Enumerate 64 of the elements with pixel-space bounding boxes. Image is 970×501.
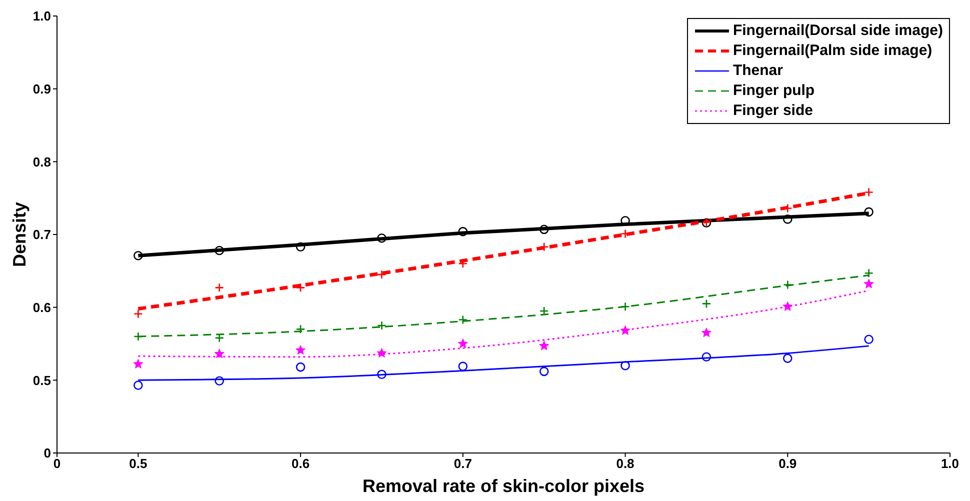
point bbox=[864, 278, 874, 288]
point bbox=[376, 348, 387, 358]
x-tick-label: 1.0 bbox=[940, 456, 960, 472]
point bbox=[620, 302, 630, 312]
point bbox=[134, 309, 143, 319]
point bbox=[296, 242, 306, 252]
y-tick-label: 0.6 bbox=[32, 300, 51, 315]
x-tick-label: 0.7 bbox=[454, 456, 472, 472]
point bbox=[864, 188, 874, 197]
point bbox=[539, 366, 549, 376]
legend-label: Finger pulp bbox=[732, 81, 815, 101]
x-tick-label: 0.6 bbox=[292, 456, 310, 472]
legend-label: Thenar bbox=[732, 61, 783, 81]
point bbox=[864, 268, 874, 278]
point bbox=[377, 270, 386, 280]
legend-label: Finger side bbox=[732, 101, 813, 121]
point bbox=[702, 352, 712, 362]
y-tick-label: 0.5 bbox=[32, 372, 51, 388]
point bbox=[214, 376, 224, 386]
point bbox=[214, 246, 224, 256]
point bbox=[864, 334, 874, 344]
x-tick-label: 0.5 bbox=[129, 456, 148, 472]
y-axis-title: Density bbox=[9, 202, 30, 268]
point bbox=[782, 214, 792, 224]
point bbox=[296, 362, 306, 372]
x-axis-title: Removal rate of skin-color pixels bbox=[362, 476, 645, 496]
x-tick-label: 0.8 bbox=[616, 456, 634, 472]
point bbox=[296, 345, 306, 355]
point bbox=[377, 233, 386, 243]
point bbox=[296, 283, 306, 292]
point bbox=[458, 315, 468, 324]
y-tick-label: 0.7 bbox=[32, 227, 51, 242]
legend-label: Fingernail(Palm side image) bbox=[732, 41, 932, 61]
point bbox=[539, 340, 550, 350]
point bbox=[539, 242, 549, 252]
point bbox=[620, 325, 630, 335]
x-tick-label: 0.9 bbox=[778, 456, 797, 472]
point bbox=[620, 360, 630, 370]
point bbox=[214, 348, 224, 358]
point bbox=[458, 338, 468, 348]
point bbox=[214, 283, 224, 292]
point bbox=[864, 207, 874, 217]
y-tick-label: 1.0 bbox=[32, 8, 51, 24]
point bbox=[134, 332, 143, 342]
y-tick-label: 0.9 bbox=[32, 81, 51, 96]
point bbox=[458, 226, 468, 236]
point bbox=[458, 362, 468, 371]
point bbox=[296, 324, 306, 334]
point bbox=[782, 280, 792, 290]
point bbox=[134, 250, 143, 260]
legend-label: Fingernail(Dorsal side image) bbox=[732, 21, 943, 41]
point bbox=[702, 299, 712, 308]
y-tick-label: 0.8 bbox=[32, 154, 51, 170]
x-tick-label: 0 bbox=[53, 456, 61, 472]
point bbox=[539, 224, 549, 234]
point bbox=[214, 333, 224, 343]
point bbox=[133, 358, 144, 368]
y-tick-label: 0 bbox=[44, 446, 51, 461]
point bbox=[701, 328, 712, 338]
point bbox=[782, 354, 792, 363]
point bbox=[782, 301, 793, 311]
point bbox=[134, 380, 143, 390]
point bbox=[377, 370, 386, 379]
point bbox=[377, 320, 386, 330]
